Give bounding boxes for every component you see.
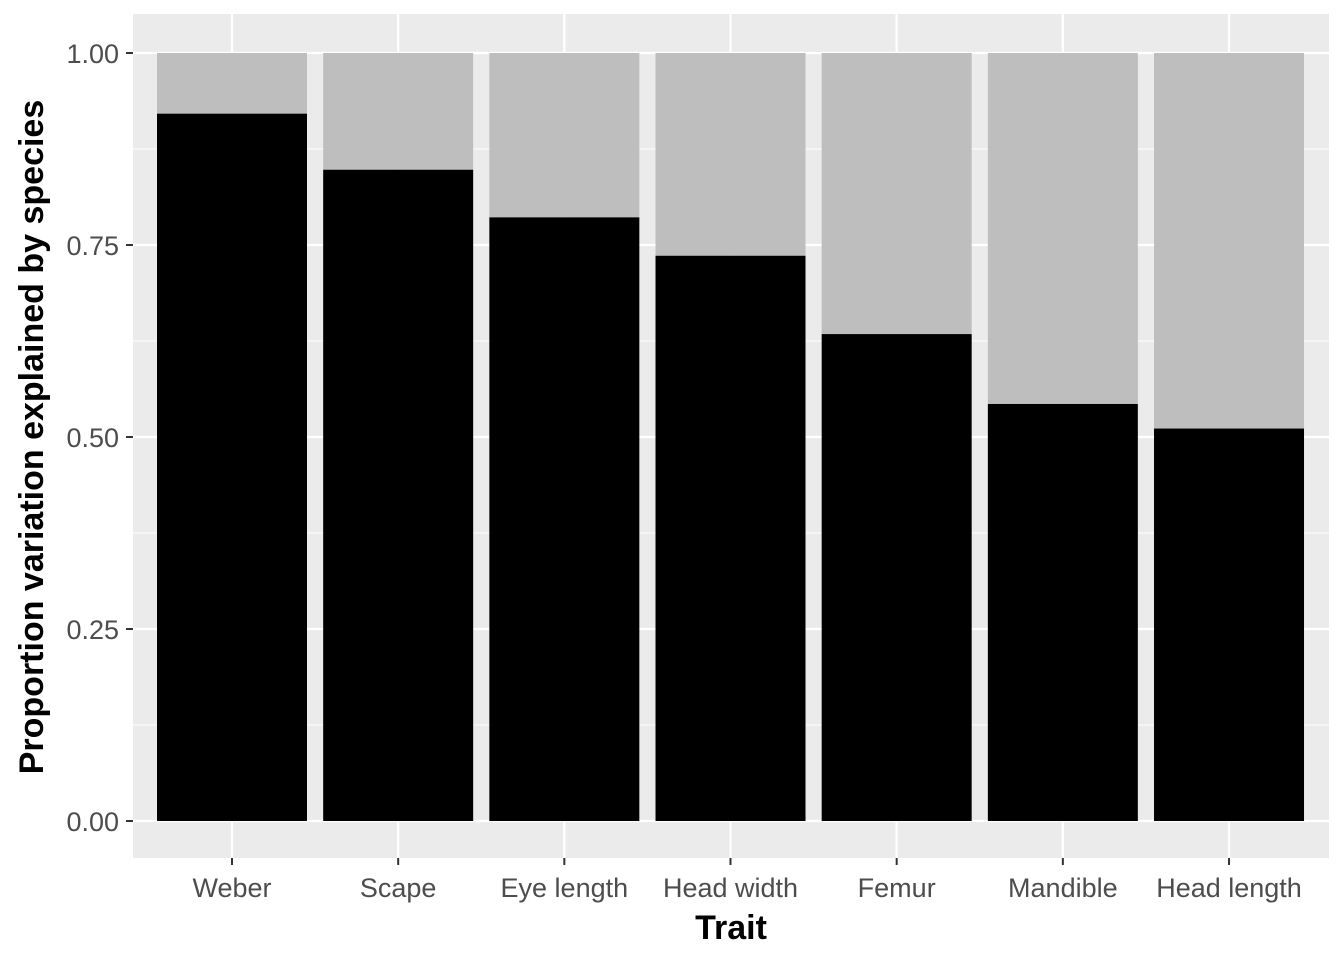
x-axis-title: Trait xyxy=(695,909,767,947)
y-tick-label: 0.75 xyxy=(66,231,119,261)
y-tick-label: 0.25 xyxy=(66,615,119,645)
x-tick-label: Eye length xyxy=(501,873,629,903)
bars xyxy=(157,53,1305,822)
bar-residual-6 xyxy=(1154,53,1305,429)
bar-residual-5 xyxy=(987,53,1138,404)
y-tick-label: 0.50 xyxy=(66,423,119,453)
bar-residual-4 xyxy=(821,53,972,335)
x-axis-ticks: Weber Scape Eye length Head width Femur Mandi… xyxy=(192,858,1302,903)
bar-species-4 xyxy=(821,334,972,821)
bar-residual-2 xyxy=(489,53,640,218)
x-tick-label: Mandible xyxy=(1008,873,1118,903)
x-tick-label: Scape xyxy=(360,873,437,903)
bar-residual-0 xyxy=(157,53,307,114)
x-tick-label: Head length xyxy=(1156,873,1302,903)
bar-species-3 xyxy=(655,255,806,821)
bar-species-2 xyxy=(489,217,640,822)
x-tick-label: Femur xyxy=(858,873,936,903)
bar-species-1 xyxy=(323,169,474,822)
y-tick-label: 1.00 xyxy=(66,39,119,69)
x-tick-label: Head width xyxy=(663,873,798,903)
bar-species-5 xyxy=(987,403,1138,821)
bar-residual-3 xyxy=(655,53,806,256)
y-tick-label: 0.00 xyxy=(66,807,119,837)
x-tick-label: Weber xyxy=(192,873,271,903)
bar-species-6 xyxy=(1154,428,1305,821)
y-axis-ticks: 0.00 0.25 0.50 0.75 1.00 xyxy=(66,39,133,837)
y-axis-title: Proportion variation explained by specie… xyxy=(13,100,51,775)
bar-residual-1 xyxy=(323,53,474,170)
bar-species-0 xyxy=(157,113,307,821)
